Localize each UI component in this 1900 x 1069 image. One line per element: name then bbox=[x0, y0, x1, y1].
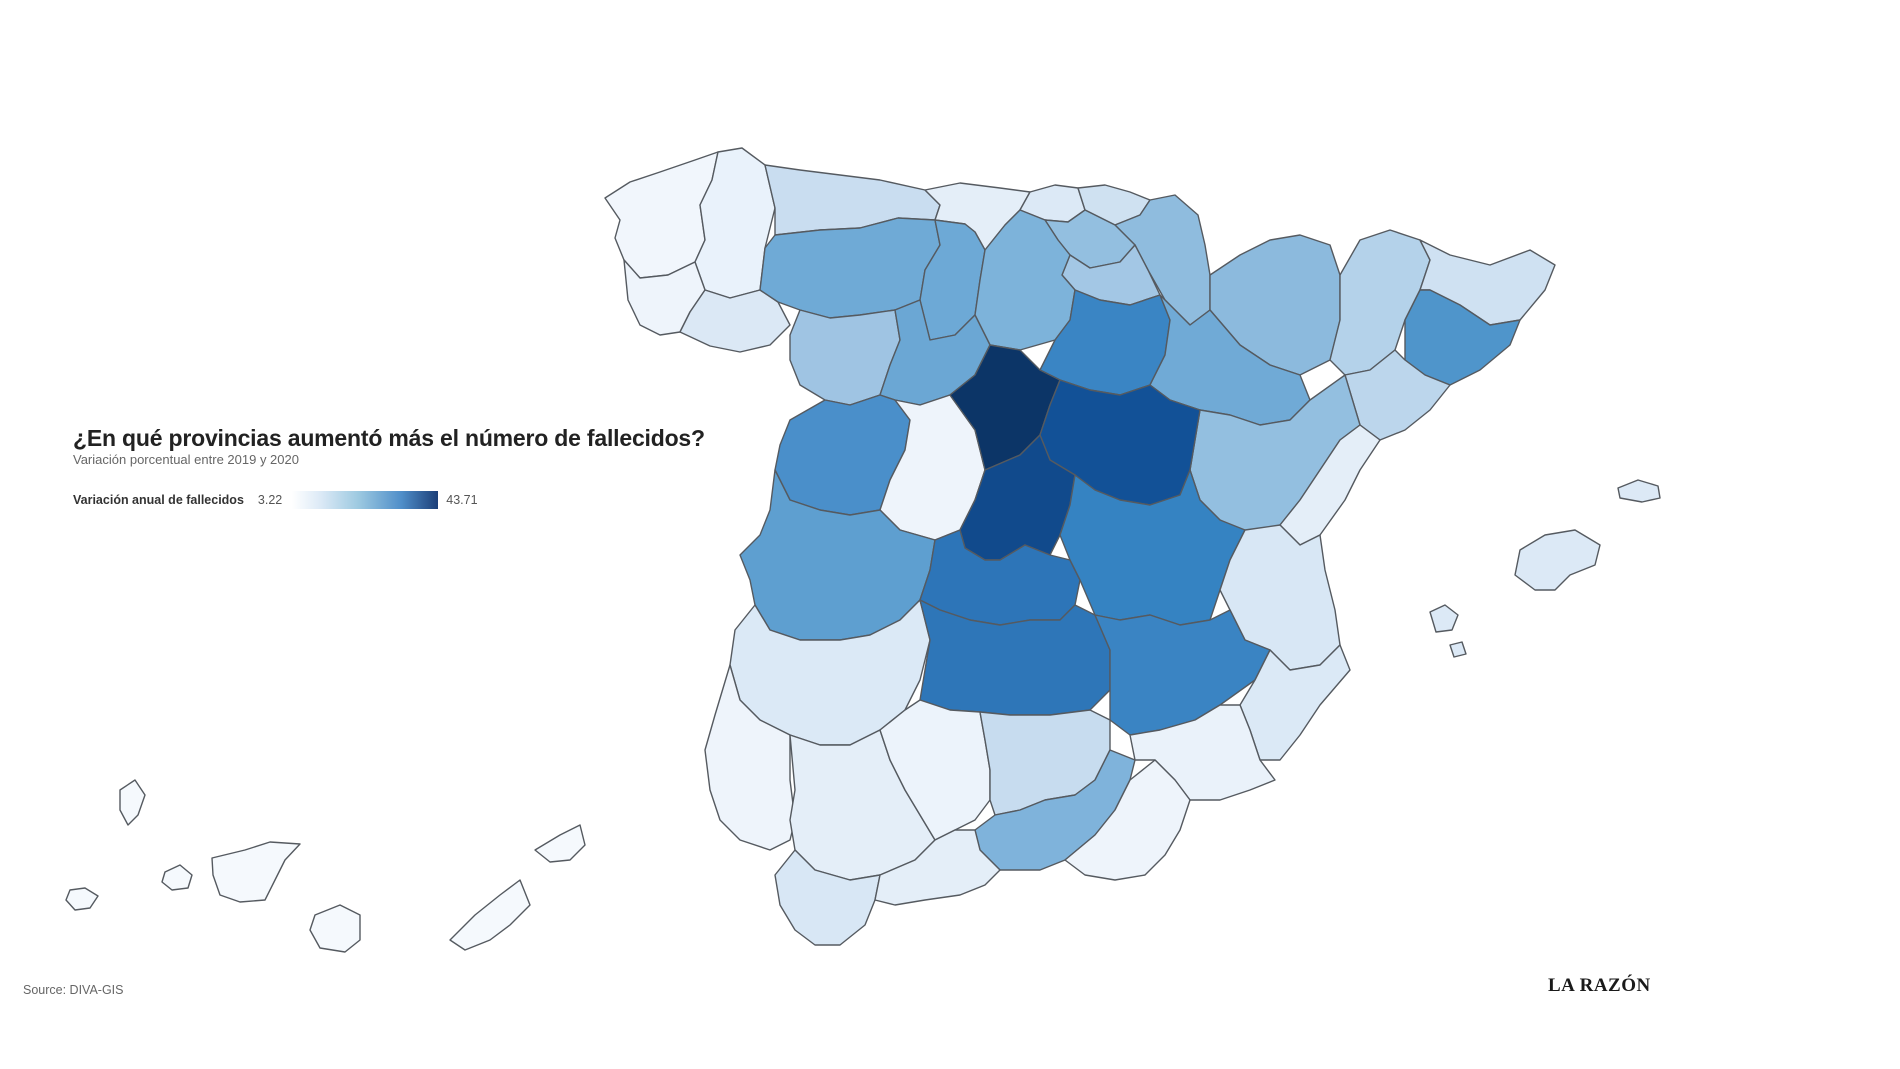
province-malaga[interactable] bbox=[874, 829, 1001, 906]
island-la-gomera[interactable] bbox=[161, 864, 193, 891]
island-menorca[interactable] bbox=[1617, 479, 1661, 503]
legend-label: Variación anual de fallecidos bbox=[73, 493, 244, 507]
province-barcelona[interactable] bbox=[1404, 289, 1521, 386]
island-formentera[interactable] bbox=[1449, 641, 1467, 658]
island-fuerteventura[interactable] bbox=[449, 879, 531, 951]
island-lanzarote[interactable] bbox=[534, 824, 586, 863]
island-mallorca[interactable] bbox=[1514, 529, 1601, 591]
province-almeria[interactable] bbox=[1064, 759, 1191, 881]
la-razon-logo: LA RAZÓN bbox=[1548, 975, 1651, 996]
map-header: ¿En qué provincias aumentó más el número… bbox=[73, 424, 705, 468]
color-legend: Variación anual de fallecidos 3.22 43.71 bbox=[73, 490, 478, 510]
legend-gradient-bar bbox=[292, 491, 439, 509]
map-subtitle: Variación porcentual entre 2019 y 2020 bbox=[73, 452, 299, 467]
island-el-hierro[interactable] bbox=[65, 887, 99, 911]
map-title: ¿En qué provincias aumentó más el número… bbox=[73, 425, 705, 451]
legend-min-value: 3.22 bbox=[257, 493, 283, 507]
island-tenerife[interactable] bbox=[211, 841, 301, 903]
island-la-palma[interactable] bbox=[119, 779, 146, 826]
province-ourense[interactable] bbox=[679, 289, 791, 353]
province-tarragona[interactable] bbox=[1344, 349, 1451, 441]
provinces-layer bbox=[65, 147, 1661, 953]
island-ibiza[interactable] bbox=[1429, 604, 1459, 633]
source-note: Source: DIVA-GIS bbox=[23, 983, 124, 997]
province-huelva[interactable] bbox=[704, 664, 796, 851]
province-castellon[interactable] bbox=[1279, 424, 1381, 546]
legend-max-value: 43.71 bbox=[446, 493, 478, 507]
island-gran-canaria[interactable] bbox=[309, 904, 361, 953]
province-cadiz[interactable] bbox=[774, 849, 881, 946]
